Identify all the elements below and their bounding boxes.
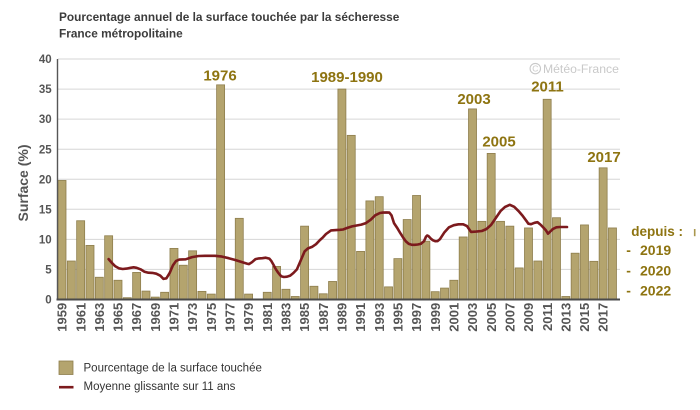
svg-text:1985: 1985 xyxy=(297,303,312,332)
svg-text:1977: 1977 xyxy=(223,303,238,332)
svg-text:France métropolitaine: France métropolitaine xyxy=(59,26,183,40)
svg-text:Pourcentage de la surface touc: Pourcentage de la surface touchée xyxy=(84,362,262,374)
svg-text:1967: 1967 xyxy=(129,303,144,332)
svg-text:1965: 1965 xyxy=(111,303,126,332)
svg-text:1995: 1995 xyxy=(390,303,405,332)
svg-text:1976: 1976 xyxy=(203,68,236,85)
svg-text:2015: 2015 xyxy=(577,303,592,332)
svg-text:30: 30 xyxy=(39,114,52,126)
svg-text:2011: 2011 xyxy=(540,303,555,331)
svg-text:40: 40 xyxy=(39,54,52,66)
svg-text:2003: 2003 xyxy=(465,303,480,332)
svg-text:Surface (%): Surface (%) xyxy=(15,144,31,221)
svg-text:10: 10 xyxy=(39,235,52,247)
svg-text:1991: 1991 xyxy=(353,303,368,332)
svg-text:C: C xyxy=(532,64,538,74)
svg-text:2020: 2020 xyxy=(640,262,671,278)
svg-text:1969: 1969 xyxy=(148,303,163,332)
svg-text:0: 0 xyxy=(45,295,51,307)
svg-text:2003: 2003 xyxy=(457,91,490,108)
svg-text:2009: 2009 xyxy=(521,303,536,332)
svg-text:1961: 1961 xyxy=(73,303,88,332)
svg-text:2017: 2017 xyxy=(587,149,620,166)
svg-text:2001: 2001 xyxy=(446,303,461,332)
svg-text:35: 35 xyxy=(39,84,52,96)
svg-text:2011: 2011 xyxy=(531,79,564,96)
svg-text:1983: 1983 xyxy=(279,303,294,332)
svg-text:1971: 1971 xyxy=(167,303,182,332)
svg-text:1979: 1979 xyxy=(241,303,256,332)
svg-text:20: 20 xyxy=(39,174,52,186)
svg-text:1989-1990: 1989-1990 xyxy=(311,69,383,86)
svg-text:1959: 1959 xyxy=(55,303,70,332)
svg-text:1997: 1997 xyxy=(409,303,424,332)
svg-text:2019: 2019 xyxy=(640,242,671,258)
svg-text:2013: 2013 xyxy=(558,303,573,332)
svg-text:Moyenne glissante sur 11 ans: Moyenne glissante sur 11 ans xyxy=(84,381,236,393)
svg-text:2005: 2005 xyxy=(484,303,499,332)
svg-text:1963: 1963 xyxy=(92,303,107,332)
svg-text:depuis :: depuis : xyxy=(631,224,683,239)
svg-text:-: - xyxy=(626,262,631,278)
svg-text:Pourcentage annuel de la surfa: Pourcentage annuel de la surface touchée… xyxy=(59,10,400,24)
svg-text:-: - xyxy=(626,282,631,298)
svg-text:1973: 1973 xyxy=(185,303,200,332)
svg-text:15: 15 xyxy=(39,204,52,216)
svg-text:1999: 1999 xyxy=(428,303,443,332)
svg-text:2022: 2022 xyxy=(640,282,671,298)
svg-text:1987: 1987 xyxy=(316,303,331,332)
svg-text:1993: 1993 xyxy=(372,303,387,332)
svg-text:25: 25 xyxy=(39,144,52,156)
svg-text:1975: 1975 xyxy=(204,303,219,332)
svg-text:1981: 1981 xyxy=(260,303,275,332)
svg-text:-: - xyxy=(626,242,631,258)
svg-text:1989: 1989 xyxy=(335,303,350,332)
svg-text:2005: 2005 xyxy=(482,134,515,151)
svg-text:5: 5 xyxy=(45,265,52,277)
svg-text:2017: 2017 xyxy=(596,303,611,332)
svg-text:2007: 2007 xyxy=(502,303,517,332)
svg-text:Météo-France: Météo-France xyxy=(543,62,619,76)
